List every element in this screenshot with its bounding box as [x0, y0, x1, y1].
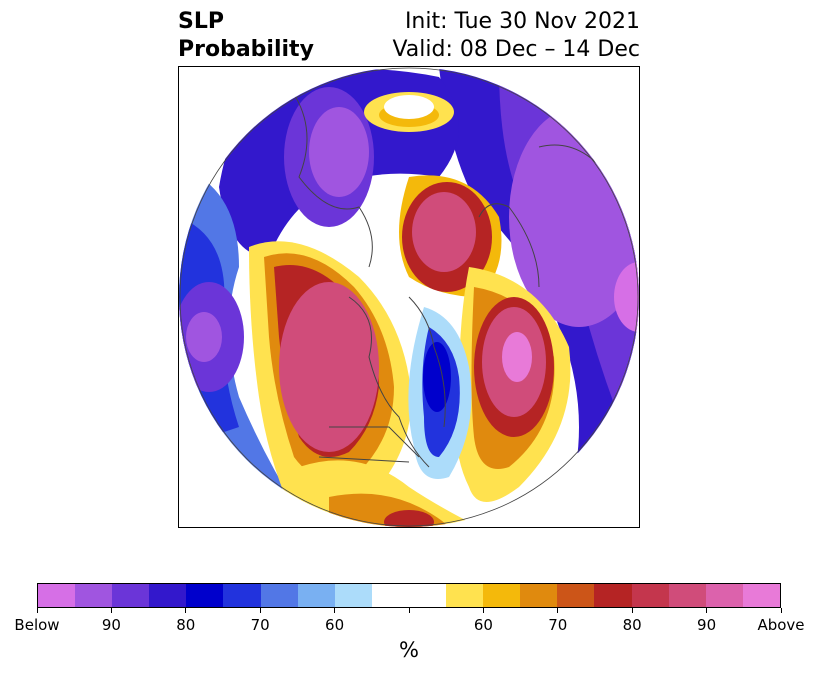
title-type: Probability — [178, 37, 314, 62]
colorbar-segment — [446, 584, 484, 607]
colorbar-segment — [112, 584, 150, 607]
colorbar-segment — [149, 584, 187, 607]
colorbar-tick — [557, 608, 559, 613]
colorbar-tick — [110, 608, 112, 613]
colorbar-tick-label: 90 — [697, 616, 717, 634]
colorbar-tick-label: 70 — [250, 616, 270, 634]
colorbar-tick-label: 60 — [325, 616, 345, 634]
probability-map-svg — [179, 67, 639, 527]
colorbar-segment — [38, 584, 76, 607]
colorbar-tick — [706, 608, 708, 613]
colorbar-unit-label: % — [399, 638, 419, 662]
colorbar-tick — [259, 608, 261, 613]
colorbar-segment — [520, 584, 558, 607]
colorbar-tick — [185, 608, 187, 613]
colorbar-segment — [705, 584, 743, 607]
colorbar-tick — [631, 608, 633, 613]
colorbar-segment — [631, 584, 669, 607]
colorbar-tick-label: 80 — [622, 616, 642, 634]
colorbar-tick-label: Above — [757, 616, 805, 634]
title-variable: SLP — [178, 9, 224, 34]
colorbar-segment — [186, 584, 224, 607]
colorbar-segment — [223, 584, 261, 607]
colorbar-segment — [668, 584, 706, 607]
colorbar-tick-label: 90 — [101, 616, 121, 634]
colorbar-tick-label: 60 — [473, 616, 493, 634]
colorbar-segment — [260, 584, 298, 607]
map-dates: Init: Tue 30 Nov 2021 Valid: 08 Dec – 14… — [392, 8, 640, 64]
colorbar-segment — [742, 584, 780, 607]
colorbar-tick-label: 80 — [176, 616, 196, 634]
colorbar-segment — [408, 584, 447, 607]
init-date: Init: Tue 30 Nov 2021 — [404, 9, 640, 34]
colorbar-tick — [408, 608, 410, 613]
polar-map — [178, 66, 640, 528]
valid-range: Valid: 08 Dec – 14 Dec — [392, 37, 640, 62]
colorbar-tick — [334, 608, 336, 613]
colorbar-tick-label: Below — [14, 616, 60, 634]
colorbar-tick — [482, 608, 484, 613]
colorbar-segment — [371, 584, 409, 607]
colorbar-segment — [594, 584, 632, 607]
colorbar-tick — [36, 608, 38, 613]
colorbar — [37, 583, 781, 608]
colorbar-tick-label: 70 — [548, 616, 568, 634]
colorbar-segment — [75, 584, 113, 607]
colorbar-segment — [483, 584, 521, 607]
colorbar-tick — [780, 608, 782, 613]
map-title: SLP Probability — [178, 8, 314, 64]
colorbar-segment — [334, 584, 372, 607]
colorbar-segment — [557, 584, 595, 607]
alaska-above-peak — [279, 282, 379, 452]
colorbar-segment — [297, 584, 335, 607]
